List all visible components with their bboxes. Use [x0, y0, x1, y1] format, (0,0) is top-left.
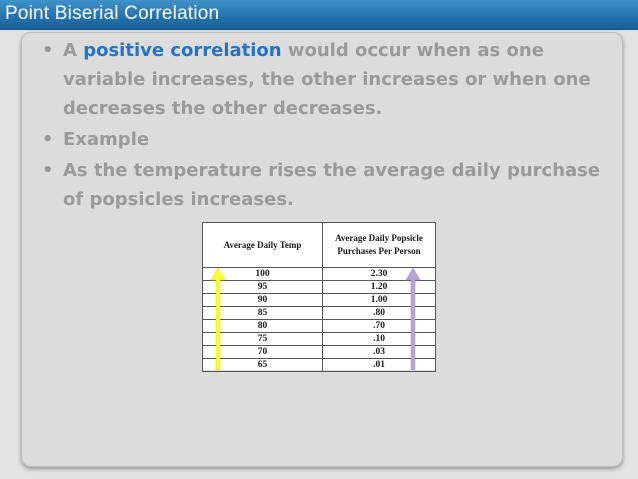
bullet-positive-correlation: A positive correlation would occur when … [42, 36, 612, 123]
table-row: 95 1.20 [202, 280, 436, 294]
header-purchases: Average Daily Popsicle Purchases Per Per… [322, 222, 436, 268]
bullet-example: Example [42, 125, 612, 154]
cell-purchases: .01 [322, 358, 436, 372]
table-row: 70.03 [202, 345, 436, 359]
bullet-list: A positive correlation would occur when … [42, 36, 612, 216]
bullet-3-text: As the temperature rises the average dai… [63, 160, 601, 210]
table-row: 65.01 [202, 358, 436, 372]
header-temp: Average Daily Temp [202, 222, 323, 268]
up-arrow-lavender-icon [405, 268, 421, 370]
bullet-1-rest: would occur when as one variable increas… [63, 40, 591, 119]
table-row: 85.80 [202, 306, 436, 320]
slide-title: Point Biserial Correlation [5, 3, 220, 24]
bullet-temperature: As the temperature rises the average dai… [42, 156, 612, 214]
bullet-2-text: Example [63, 129, 150, 150]
positive-correlation-highlight: positive correlation [83, 40, 282, 61]
up-arrow-yellow-icon [210, 268, 226, 370]
table-header-row: Average Daily Temp Average Daily Popsicl… [202, 222, 436, 268]
title-bar: Point Biserial Correlation [0, 0, 638, 30]
data-table: Average Daily Temp Average Daily Popsicl… [202, 222, 436, 372]
data-table-container: Average Daily Temp Average Daily Popsicl… [202, 222, 436, 372]
table-row: 80.70 [202, 319, 436, 333]
table-row: 90 1.00 [202, 293, 436, 307]
table-row: 100 2.30 [202, 267, 436, 281]
table-row: 75.10 [202, 332, 436, 346]
bullet-1-prefix: A [63, 40, 84, 61]
